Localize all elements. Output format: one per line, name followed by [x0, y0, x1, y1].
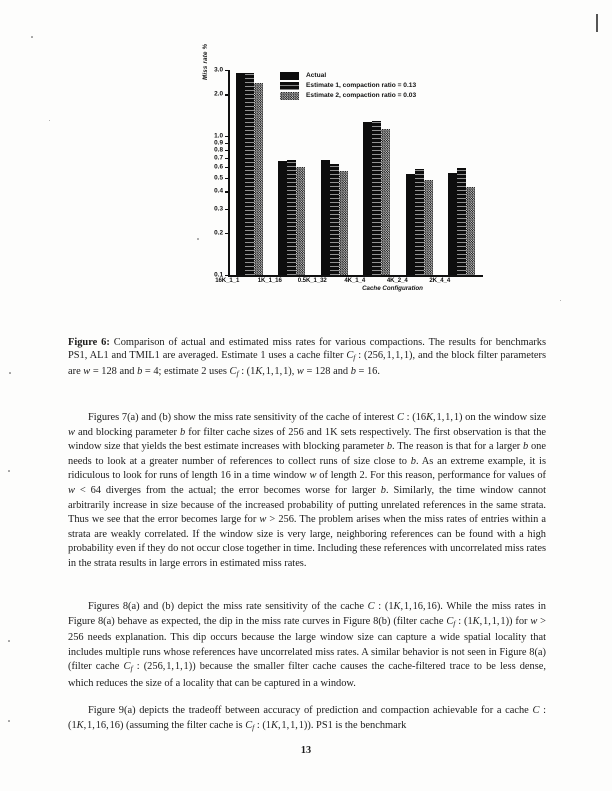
y-axis-tick-label: 0.4: [214, 187, 223, 195]
bar: [338, 171, 348, 275]
figure-caption-label: Figure 6:: [68, 337, 110, 348]
bar: [363, 121, 373, 275]
y-axis-tick-label: 0.9: [214, 139, 223, 147]
scan-speck: [8, 470, 10, 472]
y-axis-tick-label: 0.7: [214, 154, 223, 162]
bar: [235, 73, 245, 275]
page-number: 13: [300, 745, 312, 756]
bar: [405, 174, 415, 275]
body-paragraph-3: Figure 9(a) depicts the tradeoff between…: [68, 705, 546, 732]
y-axis-tick-label: 1.0: [214, 132, 223, 140]
bar: [287, 160, 297, 275]
figure-caption-text: Comparison of actual and estimated miss …: [68, 337, 546, 378]
scan-speck: [197, 238, 199, 240]
y-axis-tick-mark: [224, 149, 228, 151]
y-axis-tick-label: 0.2: [214, 229, 223, 237]
legend-label: Estimate 2, compaction ratio = 0.03: [306, 92, 417, 100]
x-axis-tick-label: 1K_1_16: [257, 277, 282, 284]
legend-swatch-actual: [280, 72, 299, 80]
figure-6: Miss rate % Actual Estimate 1, compactio…: [0, 44, 612, 320]
y-axis-tick-label: 0.1: [214, 271, 223, 279]
bar: [253, 83, 263, 275]
chart-legend: Actual Estimate 1, compaction ratio = 0.…: [280, 72, 416, 102]
bar: [381, 128, 391, 275]
y-axis-tick-mark: [224, 157, 228, 159]
bar-group: [441, 70, 484, 275]
y-axis-tick-label: 0.5: [214, 174, 223, 182]
body-paragraph-2: Figures 8(a) and (b) depict the miss rat…: [68, 601, 546, 689]
x-axis-line: [228, 274, 483, 277]
y-axis-tick-label: 3.0: [214, 66, 223, 74]
bar: [457, 168, 467, 275]
y-axis-line: [228, 70, 230, 275]
bar-group: [228, 70, 271, 275]
y-axis-tick-mark: [224, 142, 228, 144]
bar: [296, 167, 306, 275]
bar: [423, 180, 433, 275]
y-axis-tick-mark: [224, 275, 228, 277]
scan-speck: [8, 640, 10, 642]
x-axis-tick-label: 2K_4_4: [429, 277, 451, 284]
scan-speck: [560, 300, 562, 302]
bar: [329, 164, 339, 275]
y-axis-title: Miss rate %: [202, 43, 209, 80]
legend-label: Actual: [306, 72, 327, 80]
bar: [448, 173, 458, 275]
scan-speck: [9, 372, 11, 374]
bar: [278, 161, 288, 275]
bar: [372, 121, 382, 275]
scan-speck: [31, 36, 33, 38]
y-axis-tick-mark: [224, 94, 228, 96]
scan-edge-mark: [596, 14, 598, 32]
y-axis-tick-label: 0.6: [214, 163, 223, 171]
x-axis-title: Cache Configuration: [362, 285, 423, 292]
bar-group: [313, 70, 356, 275]
x-axis-tick-label: 4K_1_4: [344, 277, 366, 284]
body-paragraph-1: Figures 7(a) and (b) show the miss rate …: [68, 412, 547, 569]
bar-group: [271, 70, 314, 275]
y-axis-tick-mark: [224, 167, 228, 169]
scan-speck: [49, 120, 51, 122]
bar: [466, 187, 476, 275]
y-axis-tick-mark: [224, 208, 228, 210]
legend-entry: Estimate 2, compaction ratio = 0.03: [280, 92, 416, 100]
figure-caption: Figure 6: Comparison of actual and estim…: [68, 336, 546, 380]
scan-speck: [203, 76, 205, 78]
bar: [414, 169, 424, 275]
y-axis-tick-mark: [224, 191, 228, 193]
legend-swatch-estimate-1: [280, 82, 299, 90]
scan-speck: [8, 720, 10, 722]
y-axis-tick-mark: [224, 70, 228, 72]
x-axis-tick-label: 16K_1_1: [215, 277, 240, 284]
y-axis-tick-label: 2.0: [214, 90, 223, 98]
bar: [244, 73, 254, 275]
x-axis-tick-label: 4K_2_4: [386, 277, 408, 284]
x-axis-tick-labels: 16K_1_1 1K_1_16 0.5K_1_32 4K_1_4 4K_2_4 2K_4_…: [206, 277, 461, 284]
bar-chart: Miss rate % Actual Estimate 1, compactio…: [202, 44, 486, 292]
bar-group: [398, 70, 441, 275]
y-axis-tick-mark: [224, 177, 228, 180]
plot-area: 0.1 0.2 0.3 0.4 0.5 0.6 0.7 0.8 0.9 1.0 2.0 3.0: [214, 67, 483, 279]
y-axis-tick-mark: [224, 136, 228, 138]
legend-label: Estimate 1, compaction ratio = 0.13: [306, 82, 417, 90]
y-axis-tick-mark: [224, 233, 228, 235]
x-axis-tick-label: 0.5K_1_32: [297, 277, 327, 284]
legend-swatch-estimate-2: [280, 92, 299, 100]
y-axis-tick-label: 0.8: [214, 146, 223, 154]
legend-entry: Actual: [280, 72, 416, 80]
legend-entry: Estimate 1, compaction ratio = 0.13: [280, 82, 416, 90]
bar-group: [356, 70, 399, 275]
y-axis-tick-label: 0.3: [214, 205, 223, 213]
bar-groups: [228, 70, 483, 275]
bar: [320, 160, 330, 275]
